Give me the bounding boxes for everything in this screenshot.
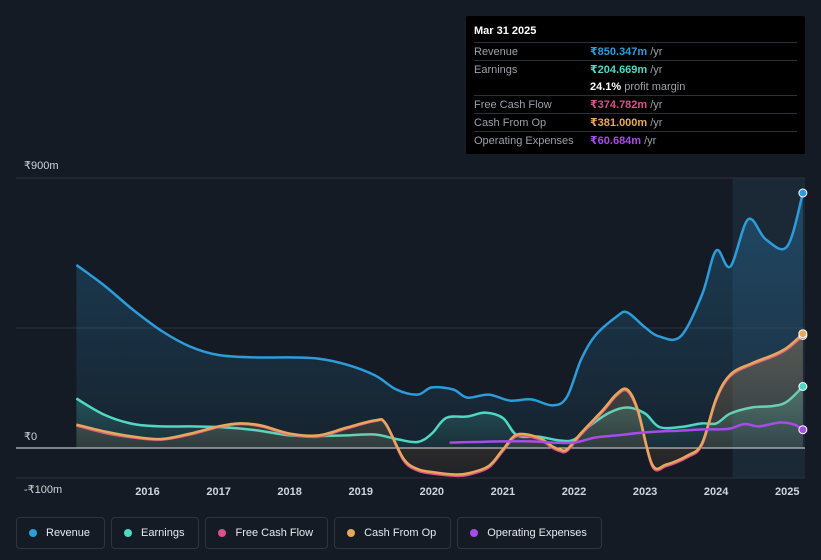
x-tick-label: 2024 (704, 486, 729, 498)
legend-item-revenue[interactable]: Revenue (16, 517, 106, 549)
x-axis: 2016 2017 2018 2019 2020 2021 2022 2023 2024 2025 (135, 486, 799, 498)
tooltip-value: ₹850.347m (590, 46, 648, 58)
x-tick-label: 2019 (349, 486, 373, 498)
operating-expenses-line (449, 421, 804, 445)
tooltip-value: ₹381.000m (590, 117, 648, 129)
tooltip-row-revenue: Revenue ₹850.347m /yr (474, 42, 797, 60)
x-tick-label: 2016 (135, 486, 159, 498)
x-tick-label: 2025 (775, 486, 799, 498)
x-tick-label: 2021 (491, 486, 515, 498)
tooltip-unit: /yr (644, 134, 657, 147)
tooltip-row-free-cash-flow: Free Cash Flow ₹374.782m /yr (474, 95, 797, 113)
legend-label: Operating Expenses (487, 527, 587, 539)
tooltip-unit: profit margin (624, 80, 686, 93)
legend-label: Free Cash Flow (235, 527, 314, 539)
legend-dot-icon (347, 529, 356, 537)
tooltip-label: Operating Expenses (474, 134, 574, 147)
y-tick-label: -₹100m (24, 484, 62, 496)
legend-item-earnings[interactable]: Earnings (111, 517, 200, 549)
y-tick-label: ₹900m (24, 160, 59, 172)
legend-label: Cash From Op (364, 527, 437, 539)
legend-dot-icon (218, 529, 227, 537)
legend-label: Earnings (141, 527, 185, 539)
tooltip-unit: /yr (650, 63, 663, 76)
tooltip-unit: /yr (650, 45, 663, 58)
x-tick-label: 2023 (633, 486, 657, 498)
x-tick-label: 2017 (206, 486, 230, 498)
x-tick-label: 2018 (277, 486, 301, 498)
tooltip-value: ₹60.684m (590, 135, 642, 147)
revenue-area (76, 193, 803, 448)
tooltip-label: Revenue (474, 45, 519, 58)
tooltip-label: Cash From Op (474, 116, 547, 129)
earnings-end-point (798, 382, 808, 391)
y-axis: ₹900m ₹0 -₹100m (24, 160, 62, 496)
tooltip-row-cash-from-op: Cash From Op ₹381.000m /yr (474, 113, 797, 131)
tooltip-value: ₹374.782m (590, 99, 648, 111)
legend-item-operating-expenses[interactable]: Operating Expenses (457, 517, 602, 549)
tooltip-date: Mar 31 2025 (474, 25, 537, 37)
x-tick-label: 2020 (420, 486, 444, 498)
legend-dot-icon (124, 529, 133, 537)
legend-item-cash-from-op[interactable]: Cash From Op (334, 517, 452, 549)
cash-from-op-area (76, 333, 803, 475)
x-tick-label: 2022 (562, 486, 586, 498)
operating-expenses-end-point (798, 425, 808, 435)
cash-from-op-end-point (798, 329, 808, 339)
tooltip-value: ₹204.669m (590, 64, 648, 76)
revenue-line (75, 192, 805, 407)
legend-dot-icon (29, 529, 37, 537)
series-layer (75, 192, 805, 478)
tooltip-label: Free Cash Flow (474, 98, 552, 111)
y-tick-label: ₹0 (24, 431, 37, 443)
tooltip-unit: /yr (650, 98, 663, 111)
legend-dot-icon (470, 529, 479, 537)
data-tooltip: Mar 31 2025 Revenue ₹850.347m /yr Earnin… (466, 16, 805, 154)
tooltip-unit: /yr (650, 116, 663, 129)
legend-item-free-cash-flow[interactable]: Free Cash Flow (205, 517, 329, 549)
tooltip-row-earnings: Earnings ₹204.669m /yr (474, 60, 797, 78)
end-markers (798, 188, 808, 435)
tooltip-value: 24.1% (590, 80, 622, 93)
chart-legend: Revenue Earnings Free Cash Flow Cash Fro… (16, 517, 602, 549)
tooltip-row-operating-expenses: Operating Expenses ₹60.684m /yr (474, 131, 797, 149)
tooltip-row-profit-margin: 24.1% profit margin (474, 78, 797, 95)
revenue-end-point (798, 188, 808, 198)
legend-label: Revenue (46, 527, 91, 539)
tooltip-label: Earnings (474, 63, 518, 76)
